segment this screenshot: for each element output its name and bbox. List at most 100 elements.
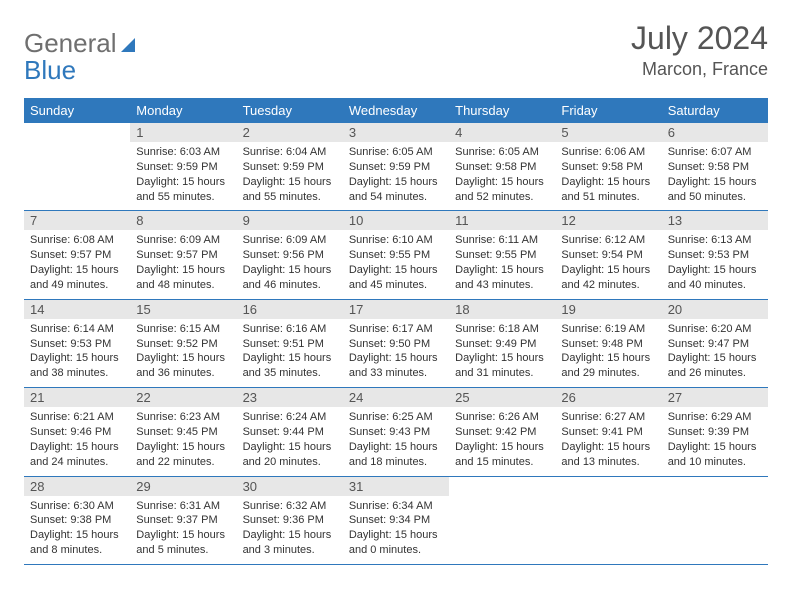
calendar-cell: 28Sunrise: 6:30 AMSunset: 9:38 PMDayligh… <box>24 476 130 564</box>
sunset-text: Sunset: 9:41 PM <box>561 425 655 440</box>
sunrise-text: Sunrise: 6:18 AM <box>455 322 549 337</box>
day-number: 29 <box>130 477 236 496</box>
day-number: 3 <box>343 123 449 142</box>
sunset-text: Sunset: 9:50 PM <box>349 337 443 352</box>
sunset-text: Sunset: 9:43 PM <box>349 425 443 440</box>
weekday-header: Tuesday <box>237 98 343 123</box>
day-details: Sunrise: 6:09 AMSunset: 9:57 PMDaylight:… <box>130 230 236 298</box>
day-details: Sunrise: 6:24 AMSunset: 9:44 PMDaylight:… <box>237 407 343 475</box>
day-details: Sunrise: 6:07 AMSunset: 9:58 PMDaylight:… <box>662 142 768 210</box>
day-details: Sunrise: 6:04 AMSunset: 9:59 PMDaylight:… <box>237 142 343 210</box>
day-number: 23 <box>237 388 343 407</box>
calendar-cell: 15Sunrise: 6:15 AMSunset: 9:52 PMDayligh… <box>130 299 236 387</box>
calendar-table: SundayMondayTuesdayWednesdayThursdayFrid… <box>24 98 768 565</box>
sunrise-text: Sunrise: 6:09 AM <box>243 233 337 248</box>
calendar-cell: . <box>24 123 130 211</box>
day-number: 9 <box>237 211 343 230</box>
day-details: Sunrise: 6:31 AMSunset: 9:37 PMDaylight:… <box>130 496 236 564</box>
sunset-text: Sunset: 9:49 PM <box>455 337 549 352</box>
sunset-text: Sunset: 9:59 PM <box>136 160 230 175</box>
day-details: Sunrise: 6:17 AMSunset: 9:50 PMDaylight:… <box>343 319 449 387</box>
sunset-text: Sunset: 9:58 PM <box>561 160 655 175</box>
daylight-text: Daylight: 15 hours and 49 minutes. <box>30 263 124 293</box>
sunrise-text: Sunrise: 6:32 AM <box>243 499 337 514</box>
sunrise-text: Sunrise: 6:27 AM <box>561 410 655 425</box>
calendar-cell: 3Sunrise: 6:05 AMSunset: 9:59 PMDaylight… <box>343 123 449 211</box>
day-details: Sunrise: 6:15 AMSunset: 9:52 PMDaylight:… <box>130 319 236 387</box>
day-number: 22 <box>130 388 236 407</box>
sunset-text: Sunset: 9:36 PM <box>243 513 337 528</box>
sunrise-text: Sunrise: 6:14 AM <box>30 322 124 337</box>
sunset-text: Sunset: 9:59 PM <box>349 160 443 175</box>
sunset-text: Sunset: 9:58 PM <box>455 160 549 175</box>
day-number: 7 <box>24 211 130 230</box>
calendar-cell: 21Sunrise: 6:21 AMSunset: 9:46 PMDayligh… <box>24 388 130 476</box>
daylight-text: Daylight: 15 hours and 22 minutes. <box>136 440 230 470</box>
calendar-cell: 4Sunrise: 6:05 AMSunset: 9:58 PMDaylight… <box>449 123 555 211</box>
daylight-text: Daylight: 15 hours and 38 minutes. <box>30 351 124 381</box>
weekday-row: SundayMondayTuesdayWednesdayThursdayFrid… <box>24 98 768 123</box>
day-number: 6 <box>662 123 768 142</box>
calendar-cell: 8Sunrise: 6:09 AMSunset: 9:57 PMDaylight… <box>130 211 236 299</box>
day-details: Sunrise: 6:05 AMSunset: 9:58 PMDaylight:… <box>449 142 555 210</box>
calendar-week-row: 14Sunrise: 6:14 AMSunset: 9:53 PMDayligh… <box>24 299 768 387</box>
calendar-cell: 7Sunrise: 6:08 AMSunset: 9:57 PMDaylight… <box>24 211 130 299</box>
sunset-text: Sunset: 9:52 PM <box>136 337 230 352</box>
calendar-cell: 23Sunrise: 6:24 AMSunset: 9:44 PMDayligh… <box>237 388 343 476</box>
day-details: Sunrise: 6:21 AMSunset: 9:46 PMDaylight:… <box>24 407 130 475</box>
day-details: Sunrise: 6:20 AMSunset: 9:47 PMDaylight:… <box>662 319 768 387</box>
sunrise-text: Sunrise: 6:24 AM <box>243 410 337 425</box>
day-details: Sunrise: 6:12 AMSunset: 9:54 PMDaylight:… <box>555 230 661 298</box>
sunrise-text: Sunrise: 6:13 AM <box>668 233 762 248</box>
sunset-text: Sunset: 9:55 PM <box>455 248 549 263</box>
sunset-text: Sunset: 9:54 PM <box>561 248 655 263</box>
calendar-cell: 13Sunrise: 6:13 AMSunset: 9:53 PMDayligh… <box>662 211 768 299</box>
logo-sail-icon <box>119 36 139 59</box>
sunset-text: Sunset: 9:45 PM <box>136 425 230 440</box>
day-details: Sunrise: 6:11 AMSunset: 9:55 PMDaylight:… <box>449 230 555 298</box>
sunrise-text: Sunrise: 6:21 AM <box>30 410 124 425</box>
day-number: 18 <box>449 300 555 319</box>
sunrise-text: Sunrise: 6:31 AM <box>136 499 230 514</box>
weekday-header: Thursday <box>449 98 555 123</box>
day-details: Sunrise: 6:27 AMSunset: 9:41 PMDaylight:… <box>555 407 661 475</box>
daylight-text: Daylight: 15 hours and 40 minutes. <box>668 263 762 293</box>
calendar-cell: 11Sunrise: 6:11 AMSunset: 9:55 PMDayligh… <box>449 211 555 299</box>
calendar-week-row: 21Sunrise: 6:21 AMSunset: 9:46 PMDayligh… <box>24 388 768 476</box>
calendar-cell: 16Sunrise: 6:16 AMSunset: 9:51 PMDayligh… <box>237 299 343 387</box>
calendar-cell: . <box>449 476 555 564</box>
calendar-cell: 18Sunrise: 6:18 AMSunset: 9:49 PMDayligh… <box>449 299 555 387</box>
daylight-text: Daylight: 15 hours and 13 minutes. <box>561 440 655 470</box>
day-number: 20 <box>662 300 768 319</box>
sunrise-text: Sunrise: 6:20 AM <box>668 322 762 337</box>
sunrise-text: Sunrise: 6:25 AM <box>349 410 443 425</box>
calendar-cell: 5Sunrise: 6:06 AMSunset: 9:58 PMDaylight… <box>555 123 661 211</box>
daylight-text: Daylight: 15 hours and 5 minutes. <box>136 528 230 558</box>
day-details: Sunrise: 6:32 AMSunset: 9:36 PMDaylight:… <box>237 496 343 564</box>
daylight-text: Daylight: 15 hours and 10 minutes. <box>668 440 762 470</box>
day-details: Sunrise: 6:05 AMSunset: 9:59 PMDaylight:… <box>343 142 449 210</box>
daylight-text: Daylight: 15 hours and 50 minutes. <box>668 175 762 205</box>
calendar-cell: 20Sunrise: 6:20 AMSunset: 9:47 PMDayligh… <box>662 299 768 387</box>
sunset-text: Sunset: 9:38 PM <box>30 513 124 528</box>
logo: GeneralBlue <box>24 28 139 86</box>
sunset-text: Sunset: 9:46 PM <box>30 425 124 440</box>
calendar-cell: 2Sunrise: 6:04 AMSunset: 9:59 PMDaylight… <box>237 123 343 211</box>
calendar-cell: 24Sunrise: 6:25 AMSunset: 9:43 PMDayligh… <box>343 388 449 476</box>
sunrise-text: Sunrise: 6:10 AM <box>349 233 443 248</box>
calendar-cell: 12Sunrise: 6:12 AMSunset: 9:54 PMDayligh… <box>555 211 661 299</box>
day-number: 17 <box>343 300 449 319</box>
day-details: Sunrise: 6:13 AMSunset: 9:53 PMDaylight:… <box>662 230 768 298</box>
daylight-text: Daylight: 15 hours and 52 minutes. <box>455 175 549 205</box>
sunset-text: Sunset: 9:34 PM <box>349 513 443 528</box>
sunset-text: Sunset: 9:57 PM <box>136 248 230 263</box>
day-number: 13 <box>662 211 768 230</box>
day-details: Sunrise: 6:34 AMSunset: 9:34 PMDaylight:… <box>343 496 449 564</box>
calendar-cell: . <box>555 476 661 564</box>
sunrise-text: Sunrise: 6:29 AM <box>668 410 762 425</box>
day-details: Sunrise: 6:26 AMSunset: 9:42 PMDaylight:… <box>449 407 555 475</box>
day-number: 19 <box>555 300 661 319</box>
calendar-week-row: 7Sunrise: 6:08 AMSunset: 9:57 PMDaylight… <box>24 211 768 299</box>
calendar-cell: 19Sunrise: 6:19 AMSunset: 9:48 PMDayligh… <box>555 299 661 387</box>
day-number: 21 <box>24 388 130 407</box>
